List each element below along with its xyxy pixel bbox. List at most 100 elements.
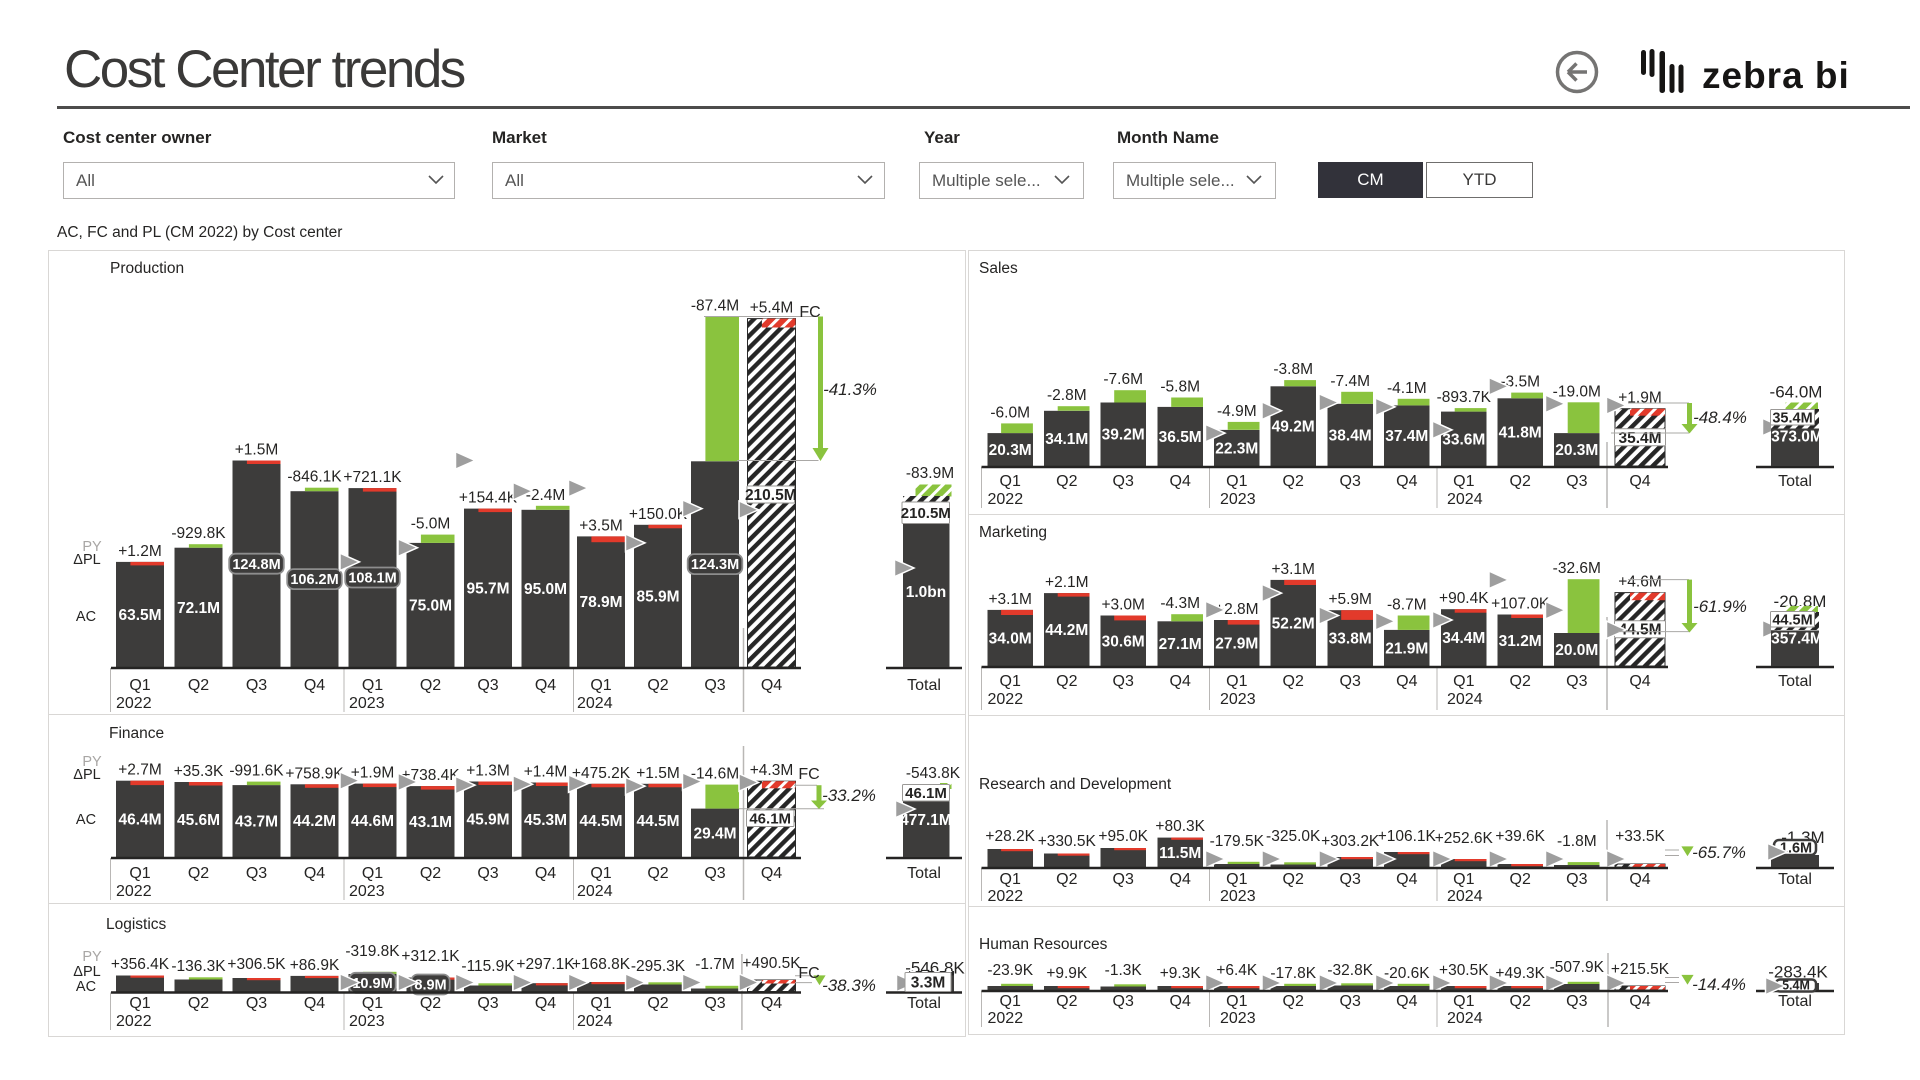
svg-text:Q2: Q2 bbox=[1283, 871, 1304, 888]
svg-text:+5.9M: +5.9M bbox=[1328, 591, 1372, 608]
svg-text:2023: 2023 bbox=[1220, 888, 1256, 905]
svg-text:+297.1K: +297.1K bbox=[516, 956, 575, 973]
svg-text:Total: Total bbox=[1778, 993, 1812, 1010]
svg-text:33.8M: 33.8M bbox=[1329, 631, 1372, 648]
svg-text:2022: 2022 bbox=[116, 695, 152, 712]
svg-text:Q1: Q1 bbox=[129, 677, 150, 694]
svg-text:Total: Total bbox=[1778, 871, 1812, 888]
svg-text:-5.0M: -5.0M bbox=[411, 516, 451, 533]
svg-text:-1.3K: -1.3K bbox=[1105, 962, 1143, 979]
svg-text:-4.9M: -4.9M bbox=[1217, 403, 1257, 420]
svg-text:52.2M: 52.2M bbox=[1272, 615, 1315, 632]
svg-text:35.4M: 35.4M bbox=[1618, 430, 1661, 447]
svg-text:45.3M: 45.3M bbox=[524, 812, 567, 829]
svg-text:45.9M: 45.9M bbox=[466, 812, 509, 829]
svg-text:+107.0K: +107.0K bbox=[1491, 596, 1550, 613]
svg-text:373.0M: 373.0M bbox=[1771, 429, 1823, 446]
svg-text:43.7M: 43.7M bbox=[235, 814, 278, 831]
svg-text:63.5M: 63.5M bbox=[118, 607, 161, 624]
svg-text:36.5M: 36.5M bbox=[1159, 429, 1202, 446]
svg-text:Q4: Q4 bbox=[1396, 473, 1417, 490]
svg-text:Q4: Q4 bbox=[1396, 673, 1417, 690]
svg-text:Q2: Q2 bbox=[188, 865, 209, 882]
svg-text:+33.5K: +33.5K bbox=[1615, 828, 1665, 845]
svg-text:+252.6K: +252.6K bbox=[1435, 830, 1494, 847]
svg-text:+1.9M: +1.9M bbox=[351, 765, 395, 782]
svg-text:2024: 2024 bbox=[577, 1013, 613, 1030]
svg-text:Q4: Q4 bbox=[1629, 673, 1650, 690]
svg-text:2023: 2023 bbox=[349, 1013, 385, 1030]
svg-text:Q4: Q4 bbox=[304, 995, 325, 1012]
svg-text:-38.3%: -38.3% bbox=[822, 976, 876, 995]
svg-text:+1.5M: +1.5M bbox=[235, 442, 279, 459]
svg-text:+1.3M: +1.3M bbox=[466, 763, 510, 780]
svg-text:Q1: Q1 bbox=[129, 865, 150, 882]
svg-text:75.0M: 75.0M bbox=[409, 597, 452, 614]
svg-text:Q2: Q2 bbox=[1056, 673, 1077, 690]
svg-text:Q2: Q2 bbox=[1283, 993, 1304, 1010]
svg-text:Q1: Q1 bbox=[1453, 871, 1474, 888]
svg-text:+215.5K: +215.5K bbox=[1611, 961, 1670, 978]
svg-text:Total: Total bbox=[907, 677, 941, 694]
svg-text:-64.0M: -64.0M bbox=[1770, 383, 1823, 402]
svg-text:Q1: Q1 bbox=[1226, 871, 1247, 888]
svg-text:2024: 2024 bbox=[577, 883, 613, 900]
svg-text:-32.6M: -32.6M bbox=[1553, 560, 1601, 577]
svg-text:Q1: Q1 bbox=[362, 865, 383, 882]
svg-text:44.5M: 44.5M bbox=[636, 813, 679, 830]
svg-text:Total: Total bbox=[907, 995, 941, 1012]
svg-text:Q2: Q2 bbox=[647, 677, 668, 694]
svg-text:Q4: Q4 bbox=[761, 995, 782, 1012]
svg-text:+80.3K: +80.3K bbox=[1155, 818, 1205, 835]
svg-text:44.2M: 44.2M bbox=[1045, 622, 1088, 639]
svg-text:-23.9K: -23.9K bbox=[987, 962, 1033, 979]
svg-text:Q3: Q3 bbox=[1566, 473, 1587, 490]
svg-text:+86.9K: +86.9K bbox=[290, 957, 340, 974]
svg-text:-1.8M: -1.8M bbox=[1557, 833, 1597, 850]
svg-text:+168.8K: +168.8K bbox=[572, 956, 631, 973]
svg-text:20.3M: 20.3M bbox=[1555, 442, 1598, 459]
svg-text:29.4M: 29.4M bbox=[693, 825, 736, 842]
svg-text:Q1: Q1 bbox=[362, 677, 383, 694]
svg-text:-8.7M: -8.7M bbox=[1387, 597, 1427, 614]
svg-text:Q4: Q4 bbox=[535, 865, 556, 882]
svg-text:124.3M: 124.3M bbox=[691, 557, 739, 573]
svg-text:-3.5M: -3.5M bbox=[1500, 374, 1540, 391]
svg-text:+30.5K: +30.5K bbox=[1439, 962, 1489, 979]
svg-text:+330.5K: +330.5K bbox=[1038, 833, 1097, 850]
svg-text:-33.2%: -33.2% bbox=[822, 786, 876, 805]
svg-text:210.5M: 210.5M bbox=[901, 505, 951, 522]
svg-text:+9.3K: +9.3K bbox=[1160, 965, 1202, 982]
svg-text:Q2: Q2 bbox=[647, 995, 668, 1012]
svg-text:Q4: Q4 bbox=[1629, 993, 1650, 1010]
svg-text:-17.8K: -17.8K bbox=[1270, 965, 1316, 982]
svg-text:95.0M: 95.0M bbox=[524, 581, 567, 598]
svg-text:Q4: Q4 bbox=[1170, 993, 1191, 1010]
svg-text:35.4M: 35.4M bbox=[1772, 410, 1812, 426]
svg-text:Q3: Q3 bbox=[477, 677, 498, 694]
svg-text:Total: Total bbox=[907, 865, 941, 882]
svg-text:20.0M: 20.0M bbox=[1555, 642, 1598, 659]
svg-text:+154.4K: +154.4K bbox=[459, 490, 518, 507]
svg-text:AC: AC bbox=[76, 979, 96, 995]
svg-text:+312.1K: +312.1K bbox=[401, 948, 460, 965]
svg-text:Q3: Q3 bbox=[1113, 871, 1134, 888]
svg-text:Q1: Q1 bbox=[1000, 673, 1021, 690]
svg-text:49.2M: 49.2M bbox=[1272, 419, 1315, 436]
svg-text:Q1: Q1 bbox=[1226, 673, 1247, 690]
svg-text:Q4: Q4 bbox=[1396, 871, 1417, 888]
svg-text:44.6M: 44.6M bbox=[351, 813, 394, 830]
svg-text:Q3: Q3 bbox=[1113, 473, 1134, 490]
svg-text:45.6M: 45.6M bbox=[177, 812, 220, 829]
svg-text:2022: 2022 bbox=[116, 883, 152, 900]
svg-text:Q4: Q4 bbox=[535, 677, 556, 694]
svg-text:AC: AC bbox=[76, 609, 96, 625]
svg-text:-5.8M: -5.8M bbox=[1160, 379, 1200, 396]
svg-text:Q1: Q1 bbox=[129, 995, 150, 1012]
svg-text:38.4M: 38.4M bbox=[1329, 427, 1372, 444]
svg-text:Q1: Q1 bbox=[1453, 993, 1474, 1010]
svg-text:-295.3K: -295.3K bbox=[631, 958, 686, 975]
svg-text:2024: 2024 bbox=[577, 695, 613, 712]
svg-text:-6.0M: -6.0M bbox=[990, 404, 1030, 421]
svg-text:477.1M: 477.1M bbox=[900, 812, 952, 829]
